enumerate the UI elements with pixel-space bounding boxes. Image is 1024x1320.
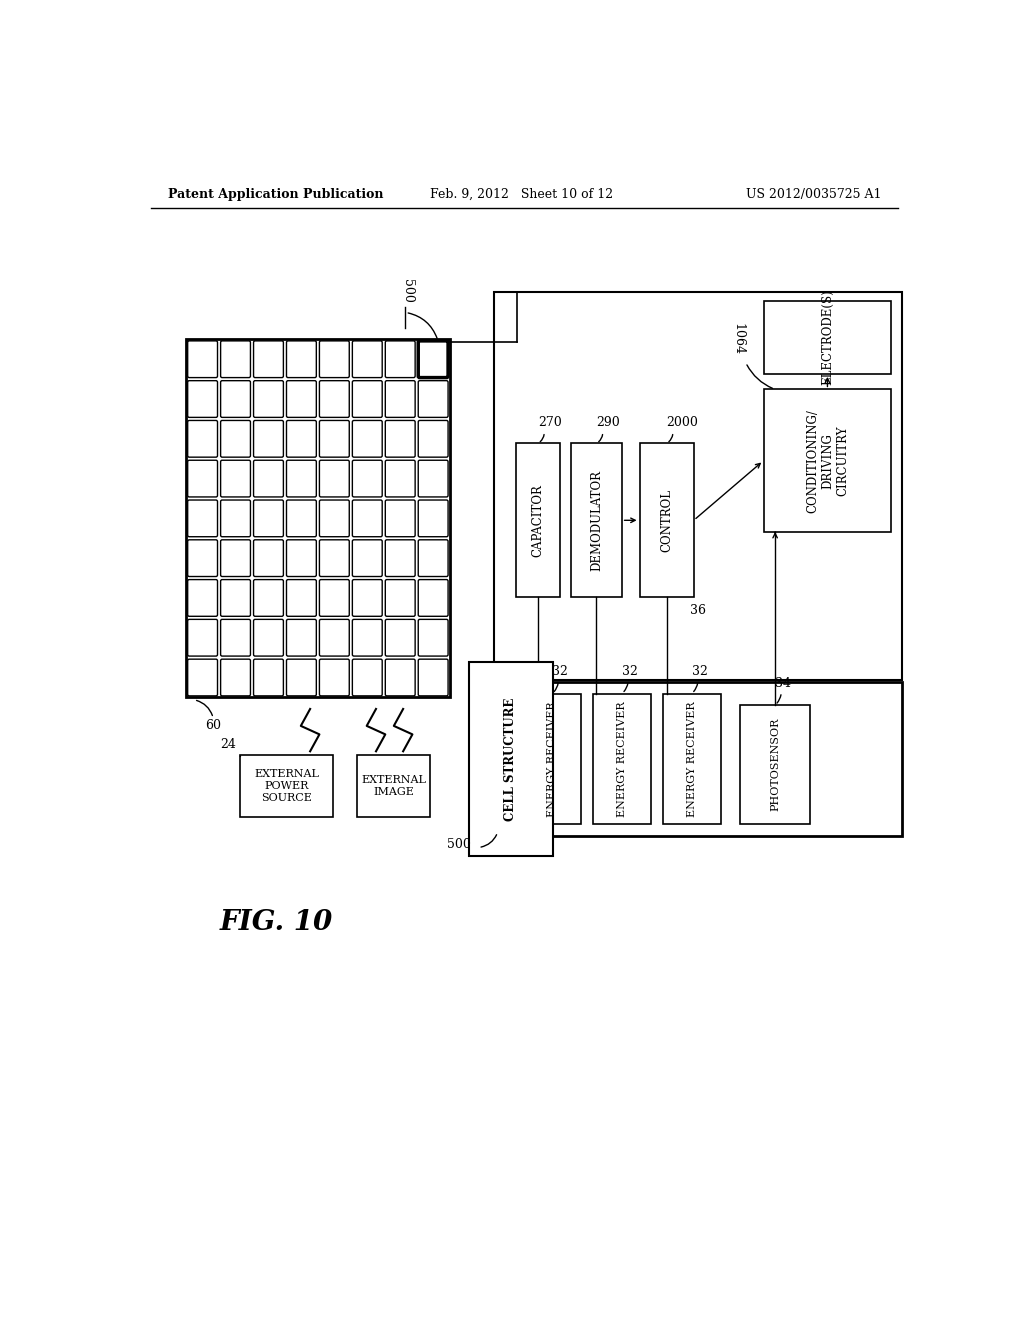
Bar xyxy=(494,292,902,681)
Bar xyxy=(764,301,891,374)
Text: 270: 270 xyxy=(538,416,562,429)
Text: FIG. 10: FIG. 10 xyxy=(219,909,333,936)
Bar xyxy=(356,755,430,817)
Bar xyxy=(494,682,902,836)
Text: CELL STRUCTURE: CELL STRUCTURE xyxy=(505,697,517,821)
Text: 500: 500 xyxy=(446,838,471,851)
Text: Feb. 9, 2012   Sheet 10 of 12: Feb. 9, 2012 Sheet 10 of 12 xyxy=(430,187,613,201)
Text: ELECTRODE(S): ELECTRODE(S) xyxy=(821,289,834,385)
Text: 32: 32 xyxy=(552,665,568,678)
Text: EXTERNAL
POWER
SOURCE: EXTERNAL POWER SOURCE xyxy=(254,770,319,803)
Text: CAPACITOR: CAPACITOR xyxy=(531,484,545,557)
Text: 34: 34 xyxy=(775,677,792,689)
Text: Patent Application Publication: Patent Application Publication xyxy=(168,187,384,201)
Text: PHOTOSENSOR: PHOTOSENSOR xyxy=(770,718,780,812)
Text: 32: 32 xyxy=(692,665,708,678)
Bar xyxy=(663,693,721,825)
Text: ENERGY RECEIVER: ENERGY RECEIVER xyxy=(687,701,696,817)
Text: 500: 500 xyxy=(400,280,414,304)
Text: CONDITIONING/
DRIVING
CIRCUITRY: CONDITIONING/ DRIVING CIRCUITRY xyxy=(806,409,849,512)
Text: 60: 60 xyxy=(206,719,221,733)
Bar xyxy=(186,339,450,697)
Text: 32: 32 xyxy=(622,665,638,678)
Bar xyxy=(764,389,891,532)
Bar xyxy=(571,444,622,598)
Bar xyxy=(640,444,693,598)
Text: CONTROL: CONTROL xyxy=(660,488,673,552)
Bar xyxy=(593,693,651,825)
Text: 24: 24 xyxy=(220,738,237,751)
Bar xyxy=(515,444,560,598)
Text: US 2012/0035725 A1: US 2012/0035725 A1 xyxy=(745,187,882,201)
Bar xyxy=(740,705,810,825)
Text: 1064: 1064 xyxy=(731,323,744,355)
Text: ENERGY RECEIVER: ENERGY RECEIVER xyxy=(617,701,627,817)
Bar xyxy=(241,755,334,817)
Text: 2000: 2000 xyxy=(667,416,698,429)
Text: 290: 290 xyxy=(597,416,621,429)
Text: EXTERNAL
IMAGE: EXTERNAL IMAGE xyxy=(361,775,426,797)
Text: ENERGY RECEIVER: ENERGY RECEIVER xyxy=(547,701,557,817)
Bar xyxy=(523,693,582,825)
Text: 36: 36 xyxy=(690,603,706,616)
Text: DEMODULATOR: DEMODULATOR xyxy=(590,470,603,570)
